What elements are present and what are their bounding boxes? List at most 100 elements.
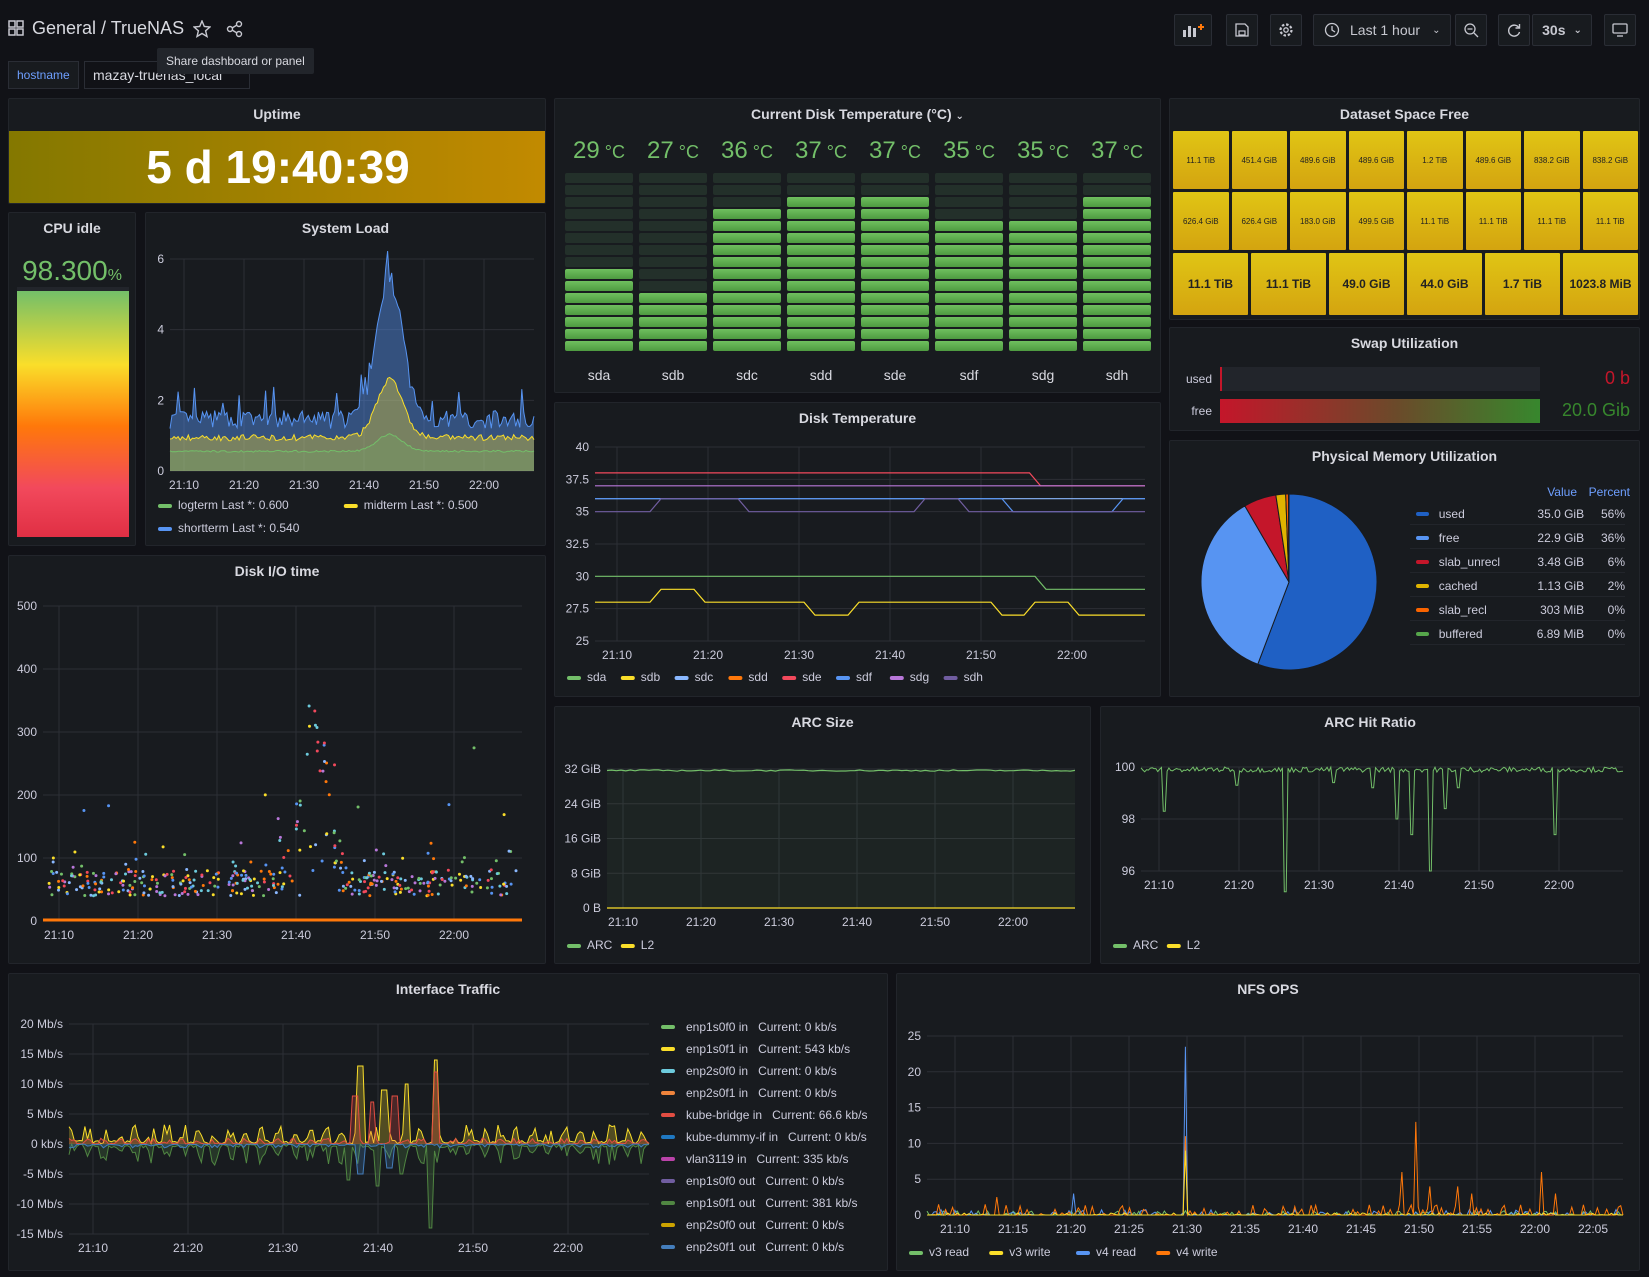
legend-stat: Current: 0 kb/s [765, 1240, 845, 1254]
panel-nfs-ops[interactable]: NFS OPS 0 5 10 15 20 25 21:10 21:15 21:20 21:25 21… [896, 973, 1640, 1271]
io-point [119, 881, 123, 885]
dashboard-settings-button[interactable] [1270, 14, 1302, 46]
legend-value: 6.89 MiB [1536, 626, 1585, 641]
panel-current-disk-temp[interactable]: Current Disk Temperature (°C) ⌄ 29 °C sda… [554, 98, 1161, 393]
io-point [51, 856, 55, 860]
dataset-tile[interactable]: 1.7 TiB [1485, 253, 1560, 315]
legend-item[interactable]: enp1s0f1 in Current: 543 kb/s [661, 1042, 850, 1056]
memory-legend-row[interactable]: cached 1.13 GiB 2% [1410, 575, 1625, 597]
io-point [436, 892, 440, 896]
dataset-tile[interactable]: 499.5 GiB [1348, 192, 1404, 250]
panel-arc-size[interactable]: ARC Size 0 B 8 GiB 16 GiB 24 GiB 32 GiB 21:10… [554, 706, 1091, 964]
x-tick-label: 21:20 [1224, 878, 1254, 892]
bargauge-segment [935, 305, 1003, 315]
dataset-tile[interactable]: 838.2 GiB [1524, 131, 1580, 189]
dataset-tile[interactable]: 11.1 TiB [1407, 192, 1463, 250]
swap-free-track [1220, 399, 1540, 423]
refresh-interval-picker[interactable]: 30s ⌄ [1532, 14, 1592, 46]
panel-title: CPU idle [43, 220, 101, 236]
dataset-tile[interactable]: 11.1 TiB [1251, 253, 1326, 315]
dataset-tile[interactable]: 11.1 TiB [1524, 192, 1580, 250]
memory-legend-row[interactable]: used 35.0 GiB 56% [1410, 503, 1625, 525]
io-point [249, 860, 253, 864]
memory-pie-chart [1200, 493, 1378, 671]
panel-interface-traffic[interactable]: Interface Traffic -15 Mb/s -10 Mb/s -5 Mb/… [8, 973, 888, 1271]
apps-grid-icon[interactable] [8, 20, 24, 36]
save-dashboard-button[interactable] [1226, 14, 1258, 46]
panel-arc-hit-ratio[interactable]: ARC Hit Ratio 96 98 100 21:10 21:20 21:30 21:4… [1100, 706, 1640, 964]
share-icon[interactable] [226, 20, 244, 38]
dataset-tile[interactable]: 49.0 GiB [1329, 253, 1404, 315]
legend-item[interactable]: enp2s0f0 out Current: 0 kb/s [661, 1218, 844, 1232]
dataset-tile[interactable]: 626.4 GiB [1231, 192, 1287, 250]
dataset-tile[interactable]: 11.1 TiB [1173, 131, 1229, 189]
legend-name: vlan3119 in [686, 1152, 747, 1166]
bargauge-segment [1083, 197, 1151, 207]
star-icon[interactable] [193, 20, 211, 38]
panel-system-load[interactable]: System Load 0 2 4 6 21:10 21:20 21:30 21:40 21:5… [145, 212, 546, 546]
y-tick-label: 30 [576, 569, 590, 583]
legend-item[interactable]: vlan3119 in Current: 335 kb/s [661, 1152, 849, 1166]
y-tick-label: 5 [914, 1172, 921, 1186]
legend-item[interactable]: kube-bridge in Current: 66.6 kb/s [661, 1108, 867, 1122]
zoom-out-button[interactable] [1455, 14, 1487, 46]
panel-cpu-idle[interactable]: CPU idle 98.300% [8, 212, 136, 546]
dataset-tile[interactable]: 1023.8 MiB [1563, 253, 1638, 315]
panel-dataset-space-free[interactable]: Dataset Space Free 11.1 TiB 451.4 GiB 489.… [1169, 98, 1640, 320]
dataset-tile[interactable]: 838.2 GiB [1582, 131, 1638, 189]
panel-uptime[interactable]: Uptime 5 d 19:40:39 [8, 98, 546, 204]
dataset-tile[interactable]: 11.1 TiB [1465, 192, 1521, 250]
bargauge-segment [1083, 329, 1151, 339]
dataset-tile[interactable]: 11.1 TiB [1582, 192, 1638, 250]
panel-physical-memory[interactable]: Physical Memory Utilization Value Percen… [1169, 440, 1640, 697]
legend-swatch [661, 1025, 675, 1029]
arc-hit-line [1140, 765, 1624, 893]
dataset-tile[interactable]: 626.4 GiB [1173, 192, 1229, 250]
x-tick-label: 22:00 [553, 1241, 583, 1255]
bargauge-segment [787, 245, 855, 255]
dataset-tile[interactable]: 489.6 GiB [1465, 131, 1521, 189]
legend-item[interactable]: enp2s0f0 in Current: 0 kb/s [661, 1064, 837, 1078]
legend-item[interactable]: enp1s0f1 out Current: 381 kb/s [661, 1196, 857, 1210]
col-header-value[interactable]: Value [1547, 485, 1577, 499]
dataset-tile[interactable]: 44.0 GiB [1407, 253, 1482, 315]
traffic-area [69, 1144, 649, 1174]
legend-swatch [661, 1135, 675, 1139]
memory-legend-row[interactable]: slab_unrecl 3.48 GiB 6% [1410, 551, 1625, 573]
legend-item[interactable]: kube-dummy-if in Current: 0 kb/s [661, 1130, 867, 1144]
dataset-tile[interactable]: 489.6 GiB [1290, 131, 1346, 189]
dataset-tile[interactable]: 1.2 TiB [1407, 131, 1463, 189]
y-tick-label: 8 GiB [571, 866, 601, 880]
col-header-percent[interactable]: Percent [1588, 485, 1630, 499]
legend-item[interactable]: enp2s0f1 in Current: 0 kb/s [661, 1086, 837, 1100]
tv-mode-button[interactable] [1604, 14, 1636, 46]
io-point [407, 890, 411, 894]
io-point [271, 884, 275, 888]
memory-legend-row[interactable]: buffered 6.89 MiB 0% [1410, 623, 1625, 645]
time-range-picker[interactable]: Last 1 hour ⌄ [1313, 14, 1451, 46]
legend-item[interactable]: enp1s0f0 out Current: 0 kb/s [661, 1174, 844, 1188]
panel-swap[interactable]: Swap Utilization used 0 b free 20.0 Gib [1169, 327, 1640, 431]
memory-legend-row[interactable]: free 22.9 GiB 36% [1410, 527, 1625, 549]
io-point [302, 829, 306, 833]
bargauge-segment [639, 209, 707, 219]
refresh-button[interactable] [1498, 14, 1530, 46]
memory-legend-row[interactable]: slab_recl 303 MiB 0% [1410, 599, 1625, 621]
dataset-tile[interactable]: 11.1 TiB [1173, 253, 1248, 315]
panel-disk-io[interactable]: Disk I/O time 0 100 200 300 400 500 21:10 21:20… [8, 555, 546, 964]
dataset-tile[interactable]: 489.6 GiB [1348, 131, 1404, 189]
legend-item[interactable]: enp1s0f0 in Current: 0 kb/s [661, 1020, 837, 1034]
io-point [514, 869, 518, 873]
dataset-tile[interactable]: 451.4 GiB [1231, 131, 1287, 189]
x-tick-label: 21:10 [44, 928, 74, 942]
io-point [91, 871, 95, 875]
panel-disk-temperature[interactable]: Disk Temperature 25 27.5 30 32.5 35 37.5 40 21:… [554, 402, 1161, 697]
add-panel-icon [1183, 24, 1204, 37]
dataset-tile[interactable]: 183.0 GiB [1290, 192, 1346, 250]
dashboard-breadcrumb[interactable]: General / TrueNAS [32, 18, 185, 38]
legend-item[interactable]: enp2s0f1 out Current: 0 kb/s [661, 1240, 844, 1254]
add-panel-button[interactable] [1174, 14, 1212, 46]
io-point [128, 890, 132, 894]
legend-swatch [567, 676, 581, 680]
io-point [205, 869, 209, 873]
